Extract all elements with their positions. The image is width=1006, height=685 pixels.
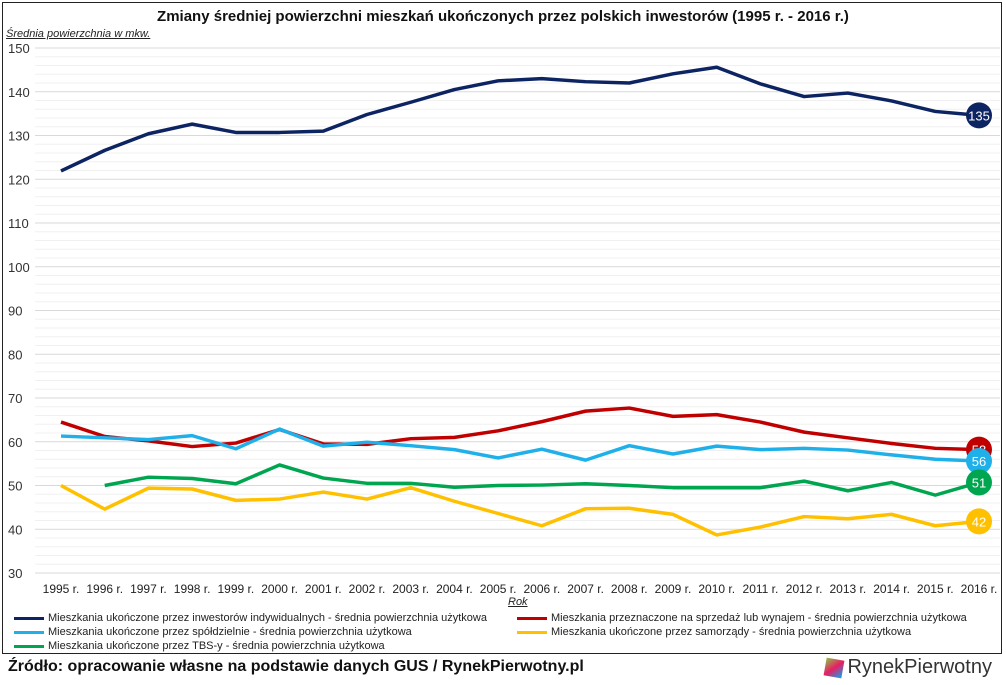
legend-item: Mieszkania ukończone przez samorządy - ś… (517, 626, 911, 638)
x-tick-label: 2016 r. (961, 582, 998, 596)
x-axis-label: Rok (508, 596, 528, 608)
end-marker (966, 508, 992, 535)
chart-frame (2, 2, 1002, 654)
source-note: Źródło: opracowanie własne na podstawie … (8, 658, 584, 675)
x-tick-label: 2015 r. (917, 582, 954, 596)
y-tick-label: 110 (8, 216, 29, 231)
x-tick-label: 1995 r. (43, 582, 80, 596)
x-tick-label: 2002 r. (349, 582, 386, 596)
chart-title: Zmiany średniej powierzchni mieszkań uko… (157, 8, 849, 25)
x-tick-label: 2001 r. (305, 582, 342, 596)
y-tick-label: 140 (8, 85, 30, 100)
legend-label: Mieszkania ukończone przez spółdzielnie … (48, 626, 412, 638)
y-tick-label: 40 (8, 522, 22, 537)
y-tick-label: 30 (8, 566, 22, 581)
x-tick-label: 1997 r. (130, 582, 167, 596)
series-line (60, 65, 980, 173)
legend-label: Mieszkania ukończone przez samorządy - ś… (551, 626, 912, 638)
series-line (60, 483, 980, 537)
legend-label: Mieszkania przeznaczone na sprzedaż lub … (551, 612, 967, 624)
legend-item: Mieszkania przeznaczone na sprzedaż lub … (517, 612, 967, 624)
x-tick-label: 2008 r. (611, 582, 648, 596)
legend-swatch (14, 630, 44, 634)
data-label: 56 (972, 454, 986, 469)
x-tick-label: 2007 r. (567, 582, 604, 596)
data-label: 51 (972, 475, 986, 490)
x-tick-label: 2000 r. (261, 582, 298, 596)
y-tick-label: 150 (8, 41, 30, 56)
x-tick-label: 2009 r. (655, 582, 692, 596)
x-tick-label: 1999 r. (218, 582, 255, 596)
y-tick-label: 70 (8, 391, 22, 406)
y-tick-label: 50 (8, 479, 22, 494)
x-tick-label: 2006 r. (524, 582, 561, 596)
y-tick-label: 120 (8, 172, 30, 187)
legend-item: Mieszkania ukończone przez spółdzielnie … (14, 626, 412, 638)
legend-label: Mieszkania ukończone przez TBS-y - średn… (48, 640, 385, 652)
data-label: 42 (972, 514, 986, 529)
x-tick-label: 2011 r. (743, 582, 779, 596)
y-tick-label: 60 (8, 435, 22, 450)
end-marker (966, 469, 992, 496)
legend-swatch (14, 644, 44, 648)
legend-label: Mieszkania ukończone przez inwestorów in… (48, 612, 487, 624)
logo: RynekPierwotny (824, 656, 992, 679)
y-tick-label: 130 (8, 129, 30, 144)
legend-swatch (14, 616, 44, 620)
x-tick-label: 2004 r. (436, 582, 473, 596)
legend-swatch (517, 630, 547, 634)
x-tick-label: 2003 r. (392, 582, 429, 596)
series-line (60, 427, 980, 463)
data-label: 135 (968, 108, 990, 123)
series-line (60, 406, 980, 452)
y-tick-label: 90 (8, 304, 22, 319)
legend-item: Mieszkania ukończone przez inwestorów in… (14, 612, 487, 624)
x-tick-label: 1998 r. (174, 582, 211, 596)
end-marker (966, 448, 992, 474)
series-line (104, 463, 980, 497)
x-tick-label: 2014 r. (873, 582, 910, 596)
y-tick-label: 100 (8, 260, 30, 275)
x-tick-label: 2005 r. (480, 582, 517, 596)
legend-swatch (517, 616, 547, 620)
x-tick-label: 1996 r. (86, 582, 123, 596)
legend-item: Mieszkania ukończone przez TBS-y - średn… (14, 640, 385, 652)
end-marker (966, 102, 992, 129)
x-tick-label: 2010 r. (698, 582, 735, 596)
y-axis-label: Średnia powierzchnia w mkw. (6, 28, 151, 40)
x-tick-label: 2013 r. (830, 582, 867, 596)
x-tick-label: 2012 r. (786, 582, 823, 596)
y-tick-label: 80 (8, 347, 22, 362)
logo-cube-icon (824, 657, 845, 678)
